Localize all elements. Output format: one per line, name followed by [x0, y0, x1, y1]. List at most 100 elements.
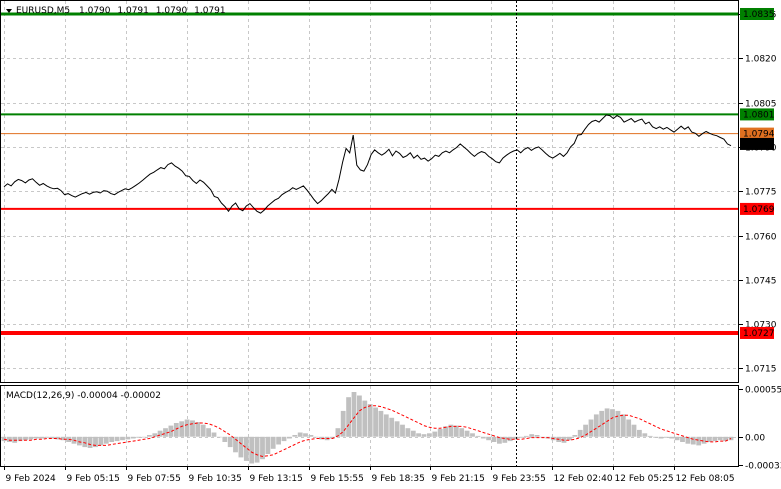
- price-panel[interactable]: [0, 0, 739, 383]
- macd-bar: [265, 436, 271, 454]
- macd-bar: [39, 436, 45, 439]
- macd-bar: [147, 435, 152, 437]
- level-price-tag: [740, 108, 774, 121]
- level-price-label: 1.0794: [743, 130, 775, 140]
- macd-bar: [7, 436, 12, 442]
- macd-bar: [475, 435, 481, 437]
- price-tick-label: 1.0760: [745, 233, 777, 243]
- macd-bar: [497, 436, 502, 444]
- macd-bar: [103, 436, 109, 444]
- macd-bar: [270, 436, 276, 449]
- macd-bar: [200, 424, 206, 437]
- macd-bar: [416, 433, 421, 437]
- macd-signal-line: [3, 405, 732, 458]
- macd-bar: [141, 436, 147, 438]
- macd-bar: [217, 436, 222, 438]
- macd-bar: [583, 424, 588, 437]
- macd-bar: [28, 436, 34, 440]
- macd-bar: [507, 436, 513, 442]
- macd-bar: [173, 423, 179, 437]
- macd-bar: [168, 425, 174, 437]
- triangle-down-icon: [6, 9, 12, 13]
- time-axis: 9 Feb 2024 9 Feb 05:15 9 Feb 07:55 9 Feb 10…: [4, 466, 735, 484]
- level-price-label: 1.0835: [743, 10, 775, 20]
- level-price-label: 1.0727: [743, 329, 775, 339]
- macd-bar: [577, 429, 583, 437]
- macd-bar: [707, 436, 712, 442]
- time-tick-label: 9 Feb 10:35: [189, 474, 242, 484]
- macd-bar: [534, 435, 540, 437]
- macd-bar: [346, 397, 351, 437]
- macd-bar: [136, 436, 141, 438]
- macd-bar: [631, 424, 637, 437]
- macd-bar: [82, 436, 88, 448]
- macd-bar: [93, 436, 98, 448]
- macd-bar: [383, 414, 389, 437]
- price-axis: 1.08351.08201.08051.07901.07751.07601.07…: [739, 11, 777, 375]
- macd-bar: [712, 436, 718, 442]
- macd-bar: [206, 428, 211, 437]
- macd-bar: [427, 433, 432, 437]
- macd-bar: [184, 419, 190, 437]
- macd-bar: [453, 425, 459, 437]
- macd-bar: [357, 395, 362, 437]
- macd-bar: [437, 429, 443, 437]
- macd-bar: [696, 436, 702, 446]
- macd-bar: [330, 436, 335, 439]
- macd-bar: [227, 436, 233, 448]
- macd-bar: [653, 436, 658, 438]
- price-tick-label: 1.0730: [745, 321, 777, 331]
- macd-bar: [529, 434, 535, 437]
- time-tick-label: 9 Feb 05:15: [67, 474, 120, 484]
- time-tick-label: 9 Feb 21:15: [432, 474, 485, 484]
- macd-bar: [604, 408, 610, 437]
- macd-bar: [674, 436, 680, 441]
- macd-bar: [443, 426, 448, 437]
- macd-bar: [610, 409, 615, 437]
- macd-bar: [50, 436, 55, 439]
- macd-bar: [690, 436, 696, 445]
- macd-bar: [195, 422, 201, 437]
- macd-bar: [335, 428, 341, 437]
- time-tick-label: 12 Feb 02:40: [554, 474, 613, 484]
- macd-bar: [513, 436, 518, 440]
- macd-histogram: [1, 392, 734, 464]
- macd-bar: [130, 436, 136, 439]
- macd-bar: [459, 428, 465, 437]
- macd-bar: [421, 434, 427, 437]
- macd-bar: [658, 436, 664, 439]
- macd-bar: [626, 419, 632, 437]
- macd-bar: [599, 410, 605, 437]
- macd-bar: [179, 421, 185, 437]
- macd-bar: [249, 436, 255, 464]
- macd-bar: [367, 404, 373, 437]
- macd-bar: [66, 436, 71, 442]
- macd-bar: [664, 436, 669, 438]
- macd-bar: [518, 436, 524, 438]
- macd-bar: [297, 432, 303, 437]
- macd-axis: 0.00055 0.00 -0.00033: [739, 386, 781, 472]
- symbol-title: EURUSD,M5 1.0790 1.0791 1.0790 1.0791: [16, 6, 226, 16]
- macd-bar: [723, 436, 728, 442]
- macd-bar: [389, 417, 395, 437]
- macd-bar: [313, 436, 319, 438]
- level-price-label: 1.0769: [743, 205, 775, 215]
- macd-bar: [642, 433, 648, 437]
- macd-bar: [637, 429, 642, 437]
- macd-bar: [669, 436, 675, 439]
- macd-panel[interactable]: [0, 385, 739, 467]
- macd-bar: [254, 436, 260, 463]
- macd-bar: [502, 436, 508, 443]
- macd-bar: [615, 410, 621, 437]
- time-tick-label: 9 Feb 15:55: [311, 474, 364, 484]
- price-levels: [1, 12, 738, 335]
- macd-bar: [373, 407, 378, 437]
- macd-bar: [572, 435, 578, 437]
- macd-bar: [33, 436, 39, 439]
- macd-bar: [680, 436, 685, 442]
- macd-bar: [340, 410, 346, 437]
- level-price-tag: [740, 7, 774, 20]
- time-tick-label: 9 Feb 23:55: [493, 474, 546, 484]
- macd-bar: [120, 436, 125, 441]
- macd-bar: [98, 436, 104, 446]
